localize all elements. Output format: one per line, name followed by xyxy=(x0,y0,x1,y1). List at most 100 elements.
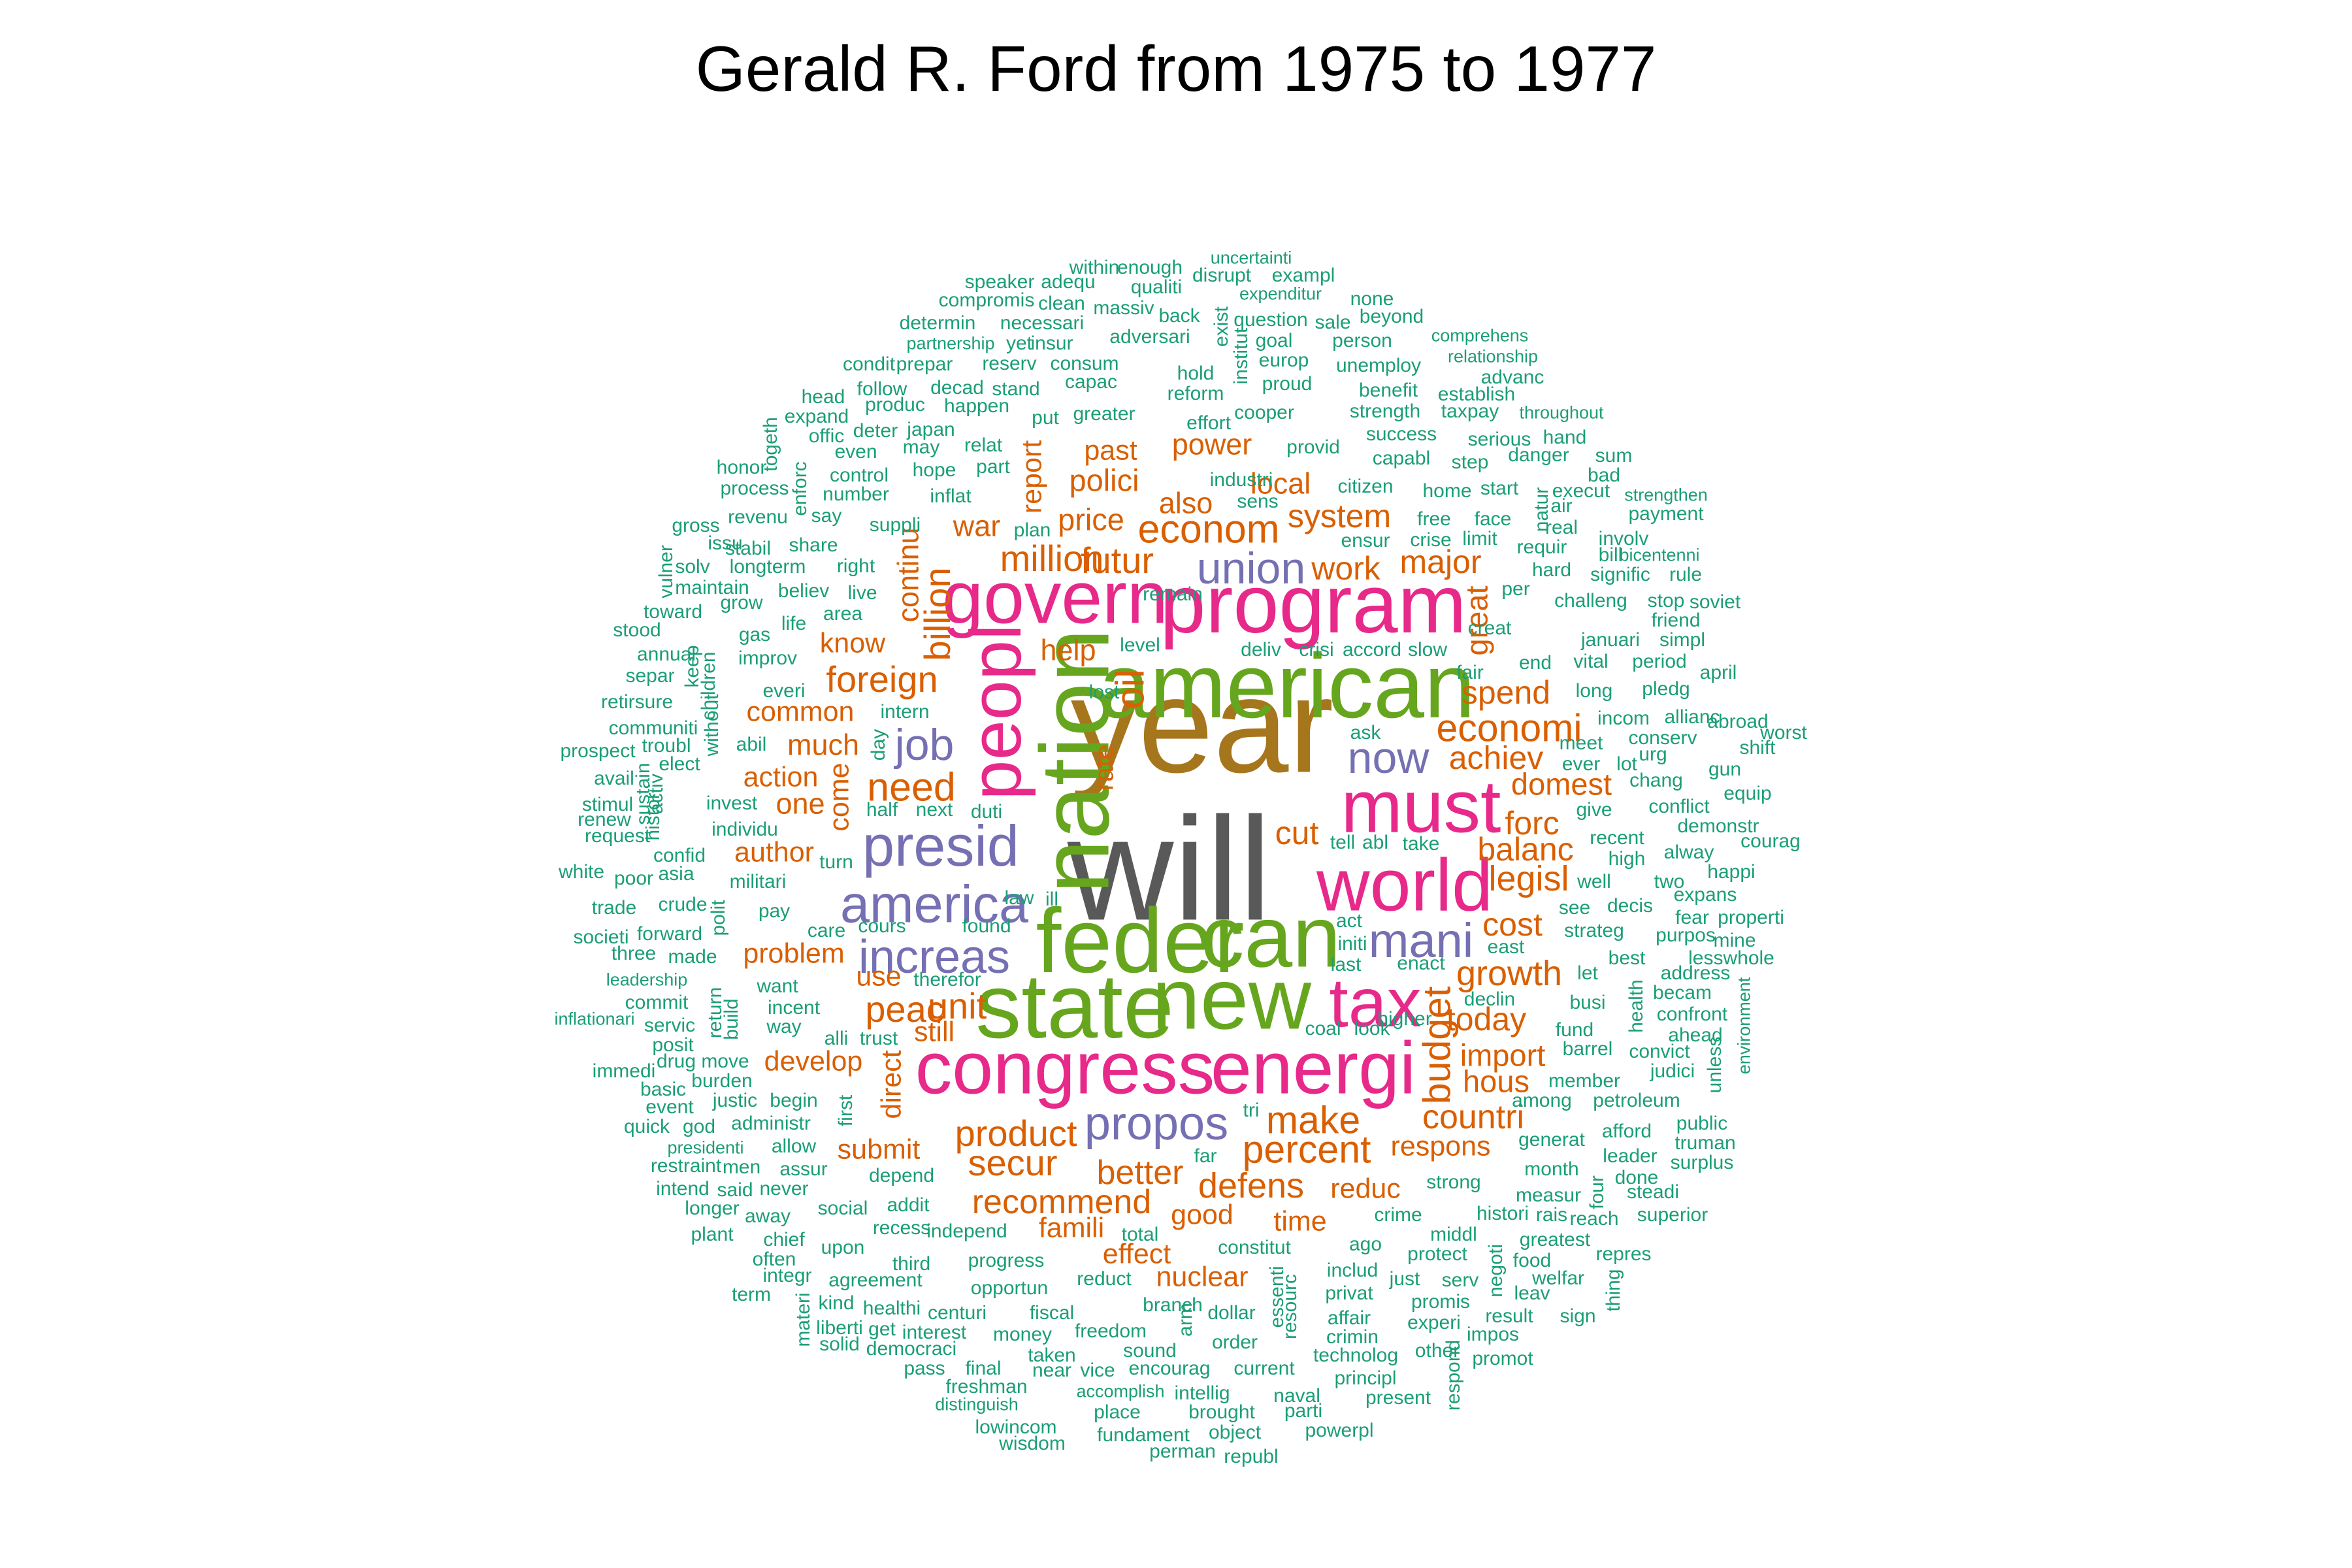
word-increas: increas xyxy=(858,931,1011,983)
word-addit: addit xyxy=(887,1194,930,1216)
word-renew: renew xyxy=(578,809,631,830)
word-polici: polici xyxy=(1069,463,1139,498)
word-present: present xyxy=(1365,1387,1431,1409)
word-qualiti: qualiti xyxy=(1130,276,1183,298)
word-found: found xyxy=(962,915,1011,937)
word-clean: clean xyxy=(1038,293,1085,314)
word-environment: environment xyxy=(1734,977,1754,1075)
word-health: health xyxy=(1625,979,1647,1033)
word-perman: perman xyxy=(1149,1441,1216,1462)
word-order: order xyxy=(1211,1331,1258,1353)
word-better: better xyxy=(1096,1154,1184,1192)
word-polit: polit xyxy=(708,900,729,936)
word-poor: poor xyxy=(613,868,654,889)
word-suppli: suppli xyxy=(869,514,921,536)
word-ever: ever xyxy=(1561,753,1601,775)
word-pledg: pledg xyxy=(1642,678,1690,700)
word-forc: forc xyxy=(1505,805,1560,841)
word-surplus: surplus xyxy=(1670,1152,1734,1173)
word-slow: slow xyxy=(1407,639,1448,661)
word-courag: courag xyxy=(1740,830,1801,852)
word-long: long xyxy=(1575,680,1613,702)
word-administr: administr xyxy=(731,1113,811,1134)
word-necessari: necessari xyxy=(1000,312,1085,334)
word-hold: hold xyxy=(1177,363,1215,384)
word-next: next xyxy=(915,799,953,821)
word-step: step xyxy=(1451,451,1489,473)
word-depend: depend xyxy=(868,1165,935,1186)
word-inflat: inflat xyxy=(930,485,972,507)
word-longer: longer xyxy=(685,1198,740,1219)
word-servic: servic xyxy=(644,1015,696,1036)
word-move: move xyxy=(701,1051,749,1072)
word-burden: burden xyxy=(691,1070,753,1092)
word-distinguish: distinguish xyxy=(935,1394,1019,1414)
word-accomplish: accomplish xyxy=(1076,1381,1165,1401)
word-beyond: beyond xyxy=(1359,306,1424,327)
word-europ: europ xyxy=(1258,350,1309,371)
word-will: will xyxy=(1067,786,1272,951)
word-inflationari: inflationari xyxy=(554,1009,635,1029)
word-prospect: prospect xyxy=(560,740,636,762)
word-improv: improv xyxy=(738,647,798,669)
word-becam: becam xyxy=(1652,982,1712,1004)
word-requir: requir xyxy=(1516,536,1567,558)
word-provid: provid xyxy=(1286,436,1340,458)
word-liberti: liberti xyxy=(816,1317,863,1339)
word-current: current xyxy=(1233,1358,1295,1379)
word-offic: offic xyxy=(808,425,845,447)
word-famili: famili xyxy=(1038,1212,1105,1244)
word-hard: hard xyxy=(1531,559,1572,581)
word-honor: honor xyxy=(716,457,767,478)
word-grow: grow xyxy=(720,592,763,613)
word-issu: issu xyxy=(708,532,743,554)
word-rais: rais xyxy=(1535,1204,1568,1226)
word-foreign: foreign xyxy=(826,659,938,700)
word-quick: quick xyxy=(623,1116,670,1137)
word-trust: trust xyxy=(859,1028,898,1049)
word-relationship: relationship xyxy=(1447,346,1539,367)
word-individu: individu xyxy=(711,819,778,840)
word-public: public xyxy=(1676,1113,1728,1134)
word-sign: sign xyxy=(1560,1305,1596,1327)
word-rate: rate xyxy=(1088,744,1119,791)
word-work: work xyxy=(1311,550,1380,587)
word-free: free xyxy=(1417,508,1451,530)
word-turn: turn xyxy=(819,851,853,873)
word-time: time xyxy=(1273,1205,1327,1237)
word-last: last xyxy=(1330,954,1362,975)
word-live: live xyxy=(847,582,877,604)
word-abil: abil xyxy=(736,734,767,755)
word-stand: stand xyxy=(992,378,1040,400)
word-capabl: capabl xyxy=(1372,448,1431,469)
word-coal: coal xyxy=(1305,1018,1341,1039)
word-promot: promot xyxy=(1472,1348,1533,1369)
word-give: give xyxy=(1576,799,1612,821)
word-state: state xyxy=(975,955,1174,1057)
word-leav: leav xyxy=(1514,1282,1550,1304)
word-achiev: achiev xyxy=(1448,740,1544,776)
word-brought: brought xyxy=(1188,1401,1255,1423)
word-arm: arm xyxy=(1175,1303,1196,1337)
word-term: term xyxy=(732,1284,771,1305)
word-end: end xyxy=(1518,652,1552,674)
word-agreement: agreement xyxy=(828,1269,923,1291)
word-immedi: immedi xyxy=(592,1060,656,1082)
word-taxpay: taxpay xyxy=(1441,400,1499,422)
word-constitut: constitut xyxy=(1218,1237,1291,1258)
word-new: new xyxy=(1152,951,1311,1048)
word-cut: cut xyxy=(1275,815,1319,851)
word-import: import xyxy=(1460,1037,1546,1073)
word-separ: separ xyxy=(625,665,675,687)
word-war: war xyxy=(953,509,1001,543)
word-advanc: advanc xyxy=(1480,367,1544,388)
word-union: union xyxy=(1196,544,1306,593)
word-fundament: fundament xyxy=(1097,1424,1190,1446)
word-allow: allow xyxy=(771,1135,817,1157)
word-fair: fair xyxy=(1456,662,1484,683)
word-properti: properti xyxy=(1718,907,1784,928)
word-judici: judici xyxy=(1650,1060,1695,1082)
word-equip: equip xyxy=(1723,783,1772,804)
word-purpos: purpos xyxy=(1656,924,1716,946)
word-chief: chief xyxy=(763,1229,805,1250)
